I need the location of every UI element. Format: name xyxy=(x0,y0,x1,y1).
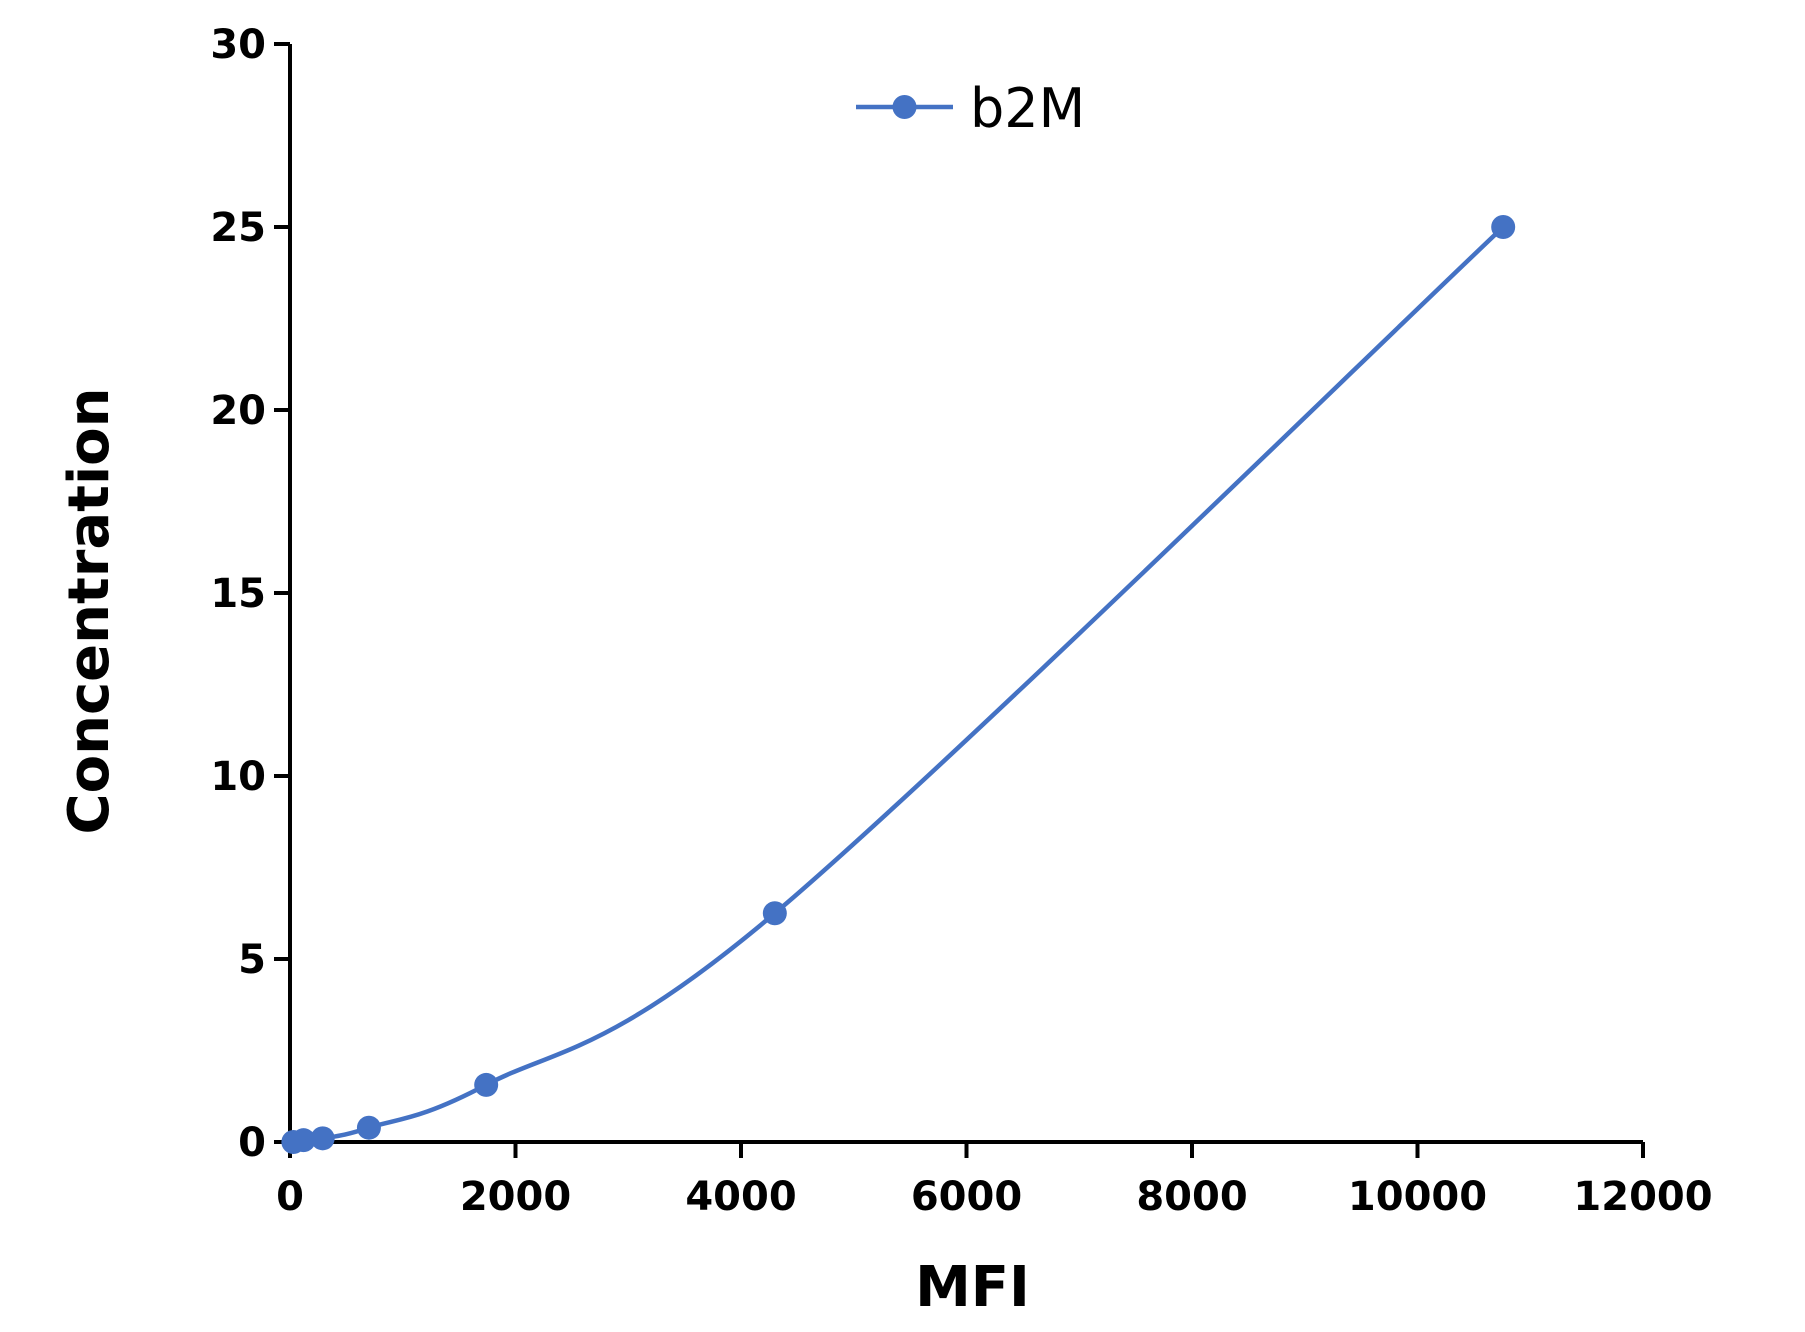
y-tick-label: 15 xyxy=(210,571,266,617)
data-point xyxy=(1491,215,1516,239)
y-tick-label: 10 xyxy=(210,754,266,800)
y-tick-label: 30 xyxy=(210,22,266,68)
x-tick-label: 8000 xyxy=(1136,1174,1247,1220)
y-axis-ticks: 0 5 10 15 20 25 30 xyxy=(210,22,290,1166)
x-tick-label: 4000 xyxy=(685,1174,796,1220)
axes xyxy=(288,44,1643,1144)
legend-marker xyxy=(892,95,917,119)
data-point xyxy=(310,1126,335,1151)
x-tick-label: 0 xyxy=(276,1174,304,1220)
x-tick-label: 6000 xyxy=(911,1174,1022,1220)
x-tick-label: 2000 xyxy=(460,1174,571,1220)
legend-label: b2M xyxy=(970,77,1085,140)
series-line-b2M xyxy=(292,225,1505,1145)
y-tick-label: 20 xyxy=(210,388,266,434)
x-axis-ticks: 0 2000 4000 6000 8000 10000 12000 xyxy=(276,1142,1713,1220)
y-tick-label: 0 xyxy=(238,1120,266,1166)
y-axis-title: Concentration xyxy=(57,388,122,835)
series-layer xyxy=(281,215,1516,1154)
y-tick-label: 25 xyxy=(210,205,266,251)
legend: b2M xyxy=(856,77,1085,140)
data-point xyxy=(291,1128,316,1153)
data-point xyxy=(356,1115,381,1140)
x-tick-label: 10000 xyxy=(1348,1174,1487,1220)
data-point xyxy=(762,901,787,926)
y-tick-label: 5 xyxy=(238,937,266,983)
x-tick-label: 12000 xyxy=(1573,1174,1712,1220)
x-axis-title: MFI xyxy=(915,1255,1030,1320)
data-point xyxy=(474,1072,499,1097)
